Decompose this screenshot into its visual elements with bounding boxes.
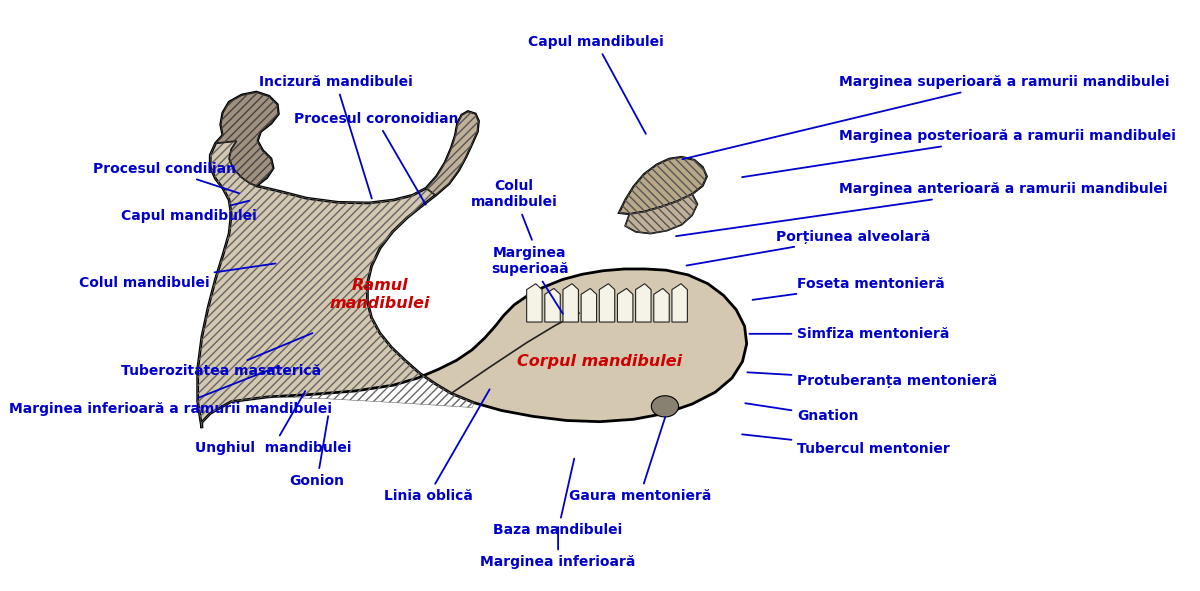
Text: Colul mandibulei: Colul mandibulei	[79, 264, 276, 290]
Text: Gonion: Gonion	[289, 416, 344, 488]
Text: Marginea inferioară: Marginea inferioară	[480, 527, 636, 569]
Text: Tuberozitatea masaterică: Tuberozitatea masaterică	[121, 333, 322, 378]
Polygon shape	[636, 284, 652, 322]
Polygon shape	[652, 396, 678, 417]
Text: Marginea anterioară a ramurii mandibulei: Marginea anterioară a ramurii mandibulei	[676, 183, 1168, 236]
Text: Baza mandibulei: Baza mandibulei	[493, 459, 623, 537]
Text: Gnation: Gnation	[745, 403, 858, 423]
Text: Incizură mandibulei: Incizură mandibulei	[259, 75, 413, 199]
Text: Gaura mentonieră: Gaura mentonieră	[569, 417, 712, 503]
Text: Capul mandibulei: Capul mandibulei	[528, 35, 664, 134]
Text: Foseta mentonieră: Foseta mentonieră	[752, 277, 944, 300]
Text: Ramul
mandibulei: Ramul mandibulei	[330, 278, 431, 310]
Polygon shape	[426, 112, 479, 195]
Polygon shape	[216, 92, 278, 186]
Polygon shape	[581, 288, 596, 322]
Text: Simfiza mentonieră: Simfiza mentonieră	[750, 327, 949, 341]
Polygon shape	[527, 284, 542, 322]
Polygon shape	[599, 284, 614, 322]
Text: Protuberanța mentonieră: Protuberanța mentonieră	[748, 372, 997, 388]
Text: Tubercul mentonier: Tubercul mentonier	[742, 434, 949, 456]
Text: Marginea superioară a ramurii mandibulei: Marginea superioară a ramurii mandibulei	[683, 75, 1169, 159]
Text: Procesul coronoidian: Procesul coronoidian	[294, 112, 458, 204]
Polygon shape	[672, 284, 688, 322]
Text: Porțiunea alveolară: Porțiunea alveolară	[686, 229, 930, 265]
Text: Colul
mandibulei: Colul mandibulei	[470, 179, 558, 240]
Polygon shape	[618, 288, 632, 322]
Text: Marginea posterioară a ramurii mandibulei: Marginea posterioară a ramurii mandibule…	[742, 129, 1176, 177]
Polygon shape	[619, 157, 707, 214]
Polygon shape	[198, 92, 746, 428]
Text: Linia oblică: Linia oblică	[384, 389, 490, 503]
Text: Marginea
superioaă: Marginea superioaă	[491, 246, 569, 314]
Text: Marginea inferioară a ramurii mandibulei: Marginea inferioară a ramurii mandibulei	[10, 366, 332, 415]
Text: Procesul condilian: Procesul condilian	[92, 162, 239, 193]
Text: Unghiul  mandibulei: Unghiul mandibulei	[194, 391, 352, 454]
Polygon shape	[654, 288, 670, 322]
Text: Corpul mandibulei: Corpul mandibulei	[517, 354, 683, 369]
Polygon shape	[563, 284, 578, 322]
Polygon shape	[625, 194, 697, 233]
Text: Capul mandibulei: Capul mandibulei	[121, 201, 257, 223]
Polygon shape	[545, 288, 560, 322]
